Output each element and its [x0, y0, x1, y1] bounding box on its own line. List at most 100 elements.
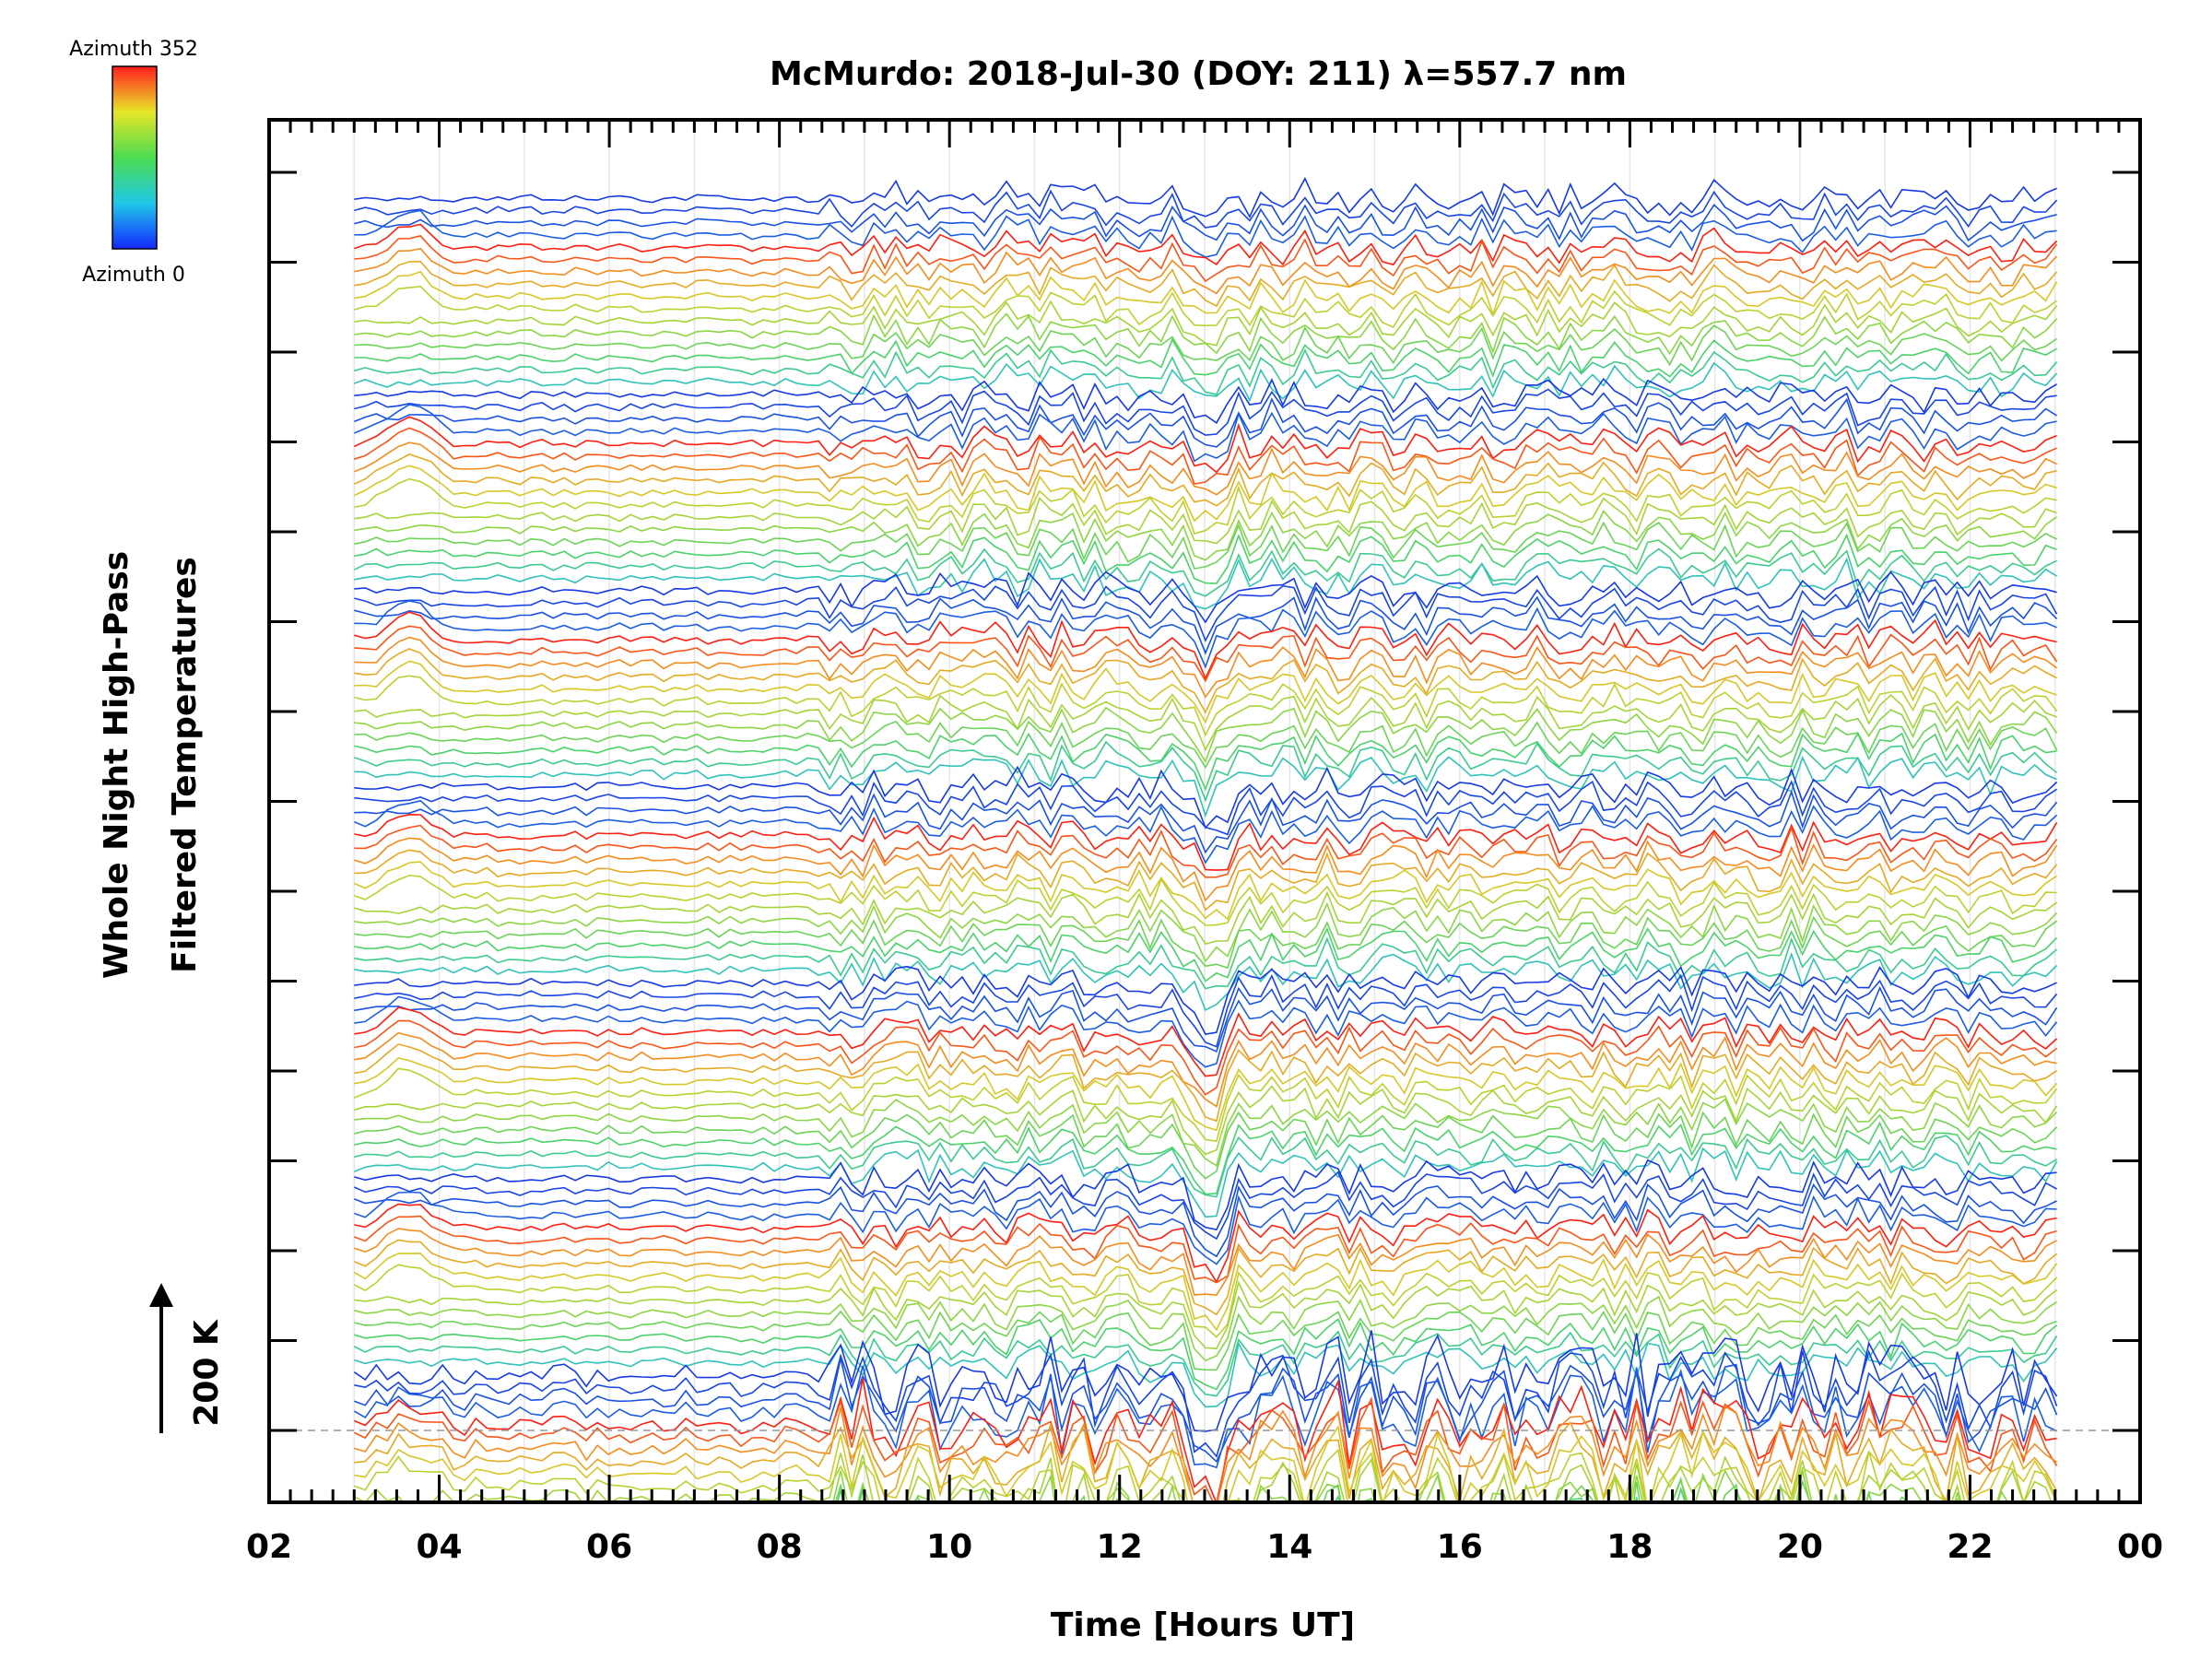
azimuth-trace	[354, 247, 2058, 295]
azimuth-trace	[354, 1228, 2057, 1297]
azimuth-trace	[353, 1378, 2057, 1502]
azimuth-trace	[353, 1171, 2057, 1241]
azimuth-trace	[354, 973, 2058, 1048]
scale-arrow-head	[149, 1283, 173, 1307]
azimuth-trace	[353, 416, 2057, 474]
azimuth-trace	[354, 1280, 2058, 1350]
y-axis-label-line2: Filtered Temperatures	[166, 557, 204, 973]
azimuth-trace	[354, 223, 2058, 266]
azimuth-trace	[354, 1310, 2057, 1371]
azimuth-trace	[354, 1203, 2057, 1284]
x-axis-label: Time [Hours UT]	[1051, 1606, 1355, 1644]
azimuth-trace	[354, 1448, 2058, 1502]
azimuth-trace	[354, 625, 2058, 683]
azimuth-trace	[354, 1135, 2058, 1198]
azimuth-trace	[354, 324, 2058, 367]
azimuth-trace	[354, 496, 2057, 545]
azimuth-trace	[354, 571, 2057, 624]
azimuth-trace	[354, 1318, 2058, 1391]
azimuth-trace	[353, 547, 2057, 597]
azimuth-trace	[354, 1031, 2057, 1108]
azimuth-trace	[354, 874, 2057, 926]
azimuth-trace	[354, 720, 2058, 770]
azimuth-trace	[354, 1295, 2058, 1362]
axis-ticks	[267, 120, 2142, 1502]
azimuth-trace	[354, 477, 2057, 535]
azimuth-trace	[354, 1159, 2057, 1231]
x-tick-label: 20	[1777, 1528, 1823, 1566]
azimuth-trace	[354, 915, 2058, 970]
x-tick-label: 10	[926, 1528, 972, 1566]
azimuth-trace	[354, 441, 2057, 496]
x-tick-label: 18	[1606, 1528, 1653, 1566]
azimuth-trace	[354, 1239, 2058, 1316]
azimuth-trace	[354, 636, 2058, 699]
azimuth-trace	[354, 1425, 2058, 1502]
azimuth-trace	[354, 361, 2058, 403]
x-tick-label: 12	[1097, 1528, 1143, 1566]
azimuth-trace	[354, 337, 2057, 379]
azimuth-trace	[353, 1253, 2058, 1332]
azimuth-trace	[353, 799, 2058, 865]
azimuth-trace	[353, 1330, 2058, 1432]
colorbar-top-label: Azimuth 352	[69, 38, 198, 61]
chart-title: McMurdo: 2018-Jul-30 (DOY: 211) λ=557.7 …	[770, 55, 1627, 93]
azimuth-trace	[354, 388, 2057, 436]
azimuth-trace	[354, 533, 2057, 584]
azimuth-trace	[354, 1191, 2057, 1265]
x-tick-label: 02	[246, 1528, 292, 1566]
azimuth-trace	[354, 204, 2057, 242]
azimuth-trace	[354, 377, 2058, 424]
azimuth-trace	[354, 648, 2057, 714]
azimuth-trace	[354, 1006, 2058, 1077]
azimuth-trace	[353, 861, 2058, 921]
azimuth-trace	[354, 1085, 2058, 1156]
azimuth-trace	[354, 1057, 2058, 1132]
x-tick-labels: 02 04 06 08 10 12 14 16 18 20 22 00	[246, 1528, 2163, 1566]
x-tick-label: 06	[586, 1528, 632, 1566]
azimuth-trace	[354, 1147, 2058, 1218]
x-tick-label: 22	[1947, 1528, 1993, 1566]
azimuth-trace	[354, 694, 2057, 752]
azimuth-trace	[353, 1396, 2058, 1502]
y-axis-label-line1: Whole Night High-Pass	[98, 551, 135, 979]
azimuth-trace	[354, 926, 2058, 982]
azimuth-trace	[354, 270, 2058, 317]
colorbar-gradient	[112, 65, 158, 250]
azimuth-trace	[354, 1019, 2058, 1096]
azimuth-trace	[354, 189, 2058, 229]
plot-frame	[267, 118, 2142, 1504]
azimuth-trace	[354, 611, 2057, 680]
azimuth-trace	[354, 1182, 2057, 1258]
azimuth-trace	[354, 995, 2058, 1068]
azimuth-trace	[354, 557, 2058, 610]
azimuth-trace	[354, 348, 2058, 395]
azimuth-trace	[353, 1453, 2053, 1502]
azimuth-trace	[354, 1421, 2058, 1502]
x-tick-label: 16	[1437, 1528, 1483, 1566]
scale-indicator: 200 K	[149, 1283, 226, 1433]
azimuth-trace	[353, 1264, 2058, 1338]
azimuth-trace	[354, 312, 2058, 356]
azimuth-trace	[354, 813, 2058, 871]
azimuth-trace	[354, 901, 2058, 963]
scale-label: 200 K	[188, 1319, 226, 1427]
azimuth-trace	[354, 1405, 2058, 1502]
azimuth-trace	[354, 740, 2058, 803]
azimuth-trace	[354, 965, 2057, 1035]
azimuth-trace	[354, 780, 2058, 836]
azimuth-trace	[354, 176, 2057, 218]
azimuth-trace	[354, 397, 2058, 448]
azimuth-trace	[354, 1358, 2058, 1464]
azimuth-trace	[354, 660, 2057, 724]
azimuth-trace	[354, 584, 2058, 642]
azimuth-trace	[353, 453, 2057, 507]
azimuth-trace	[353, 1330, 2058, 1397]
azimuth-trace	[354, 285, 2058, 329]
azimuth-trace	[354, 789, 2058, 854]
x-tick-label: 04	[416, 1528, 462, 1566]
azimuth-trace	[354, 1349, 2058, 1458]
azimuth-trace	[354, 600, 2057, 669]
data-traces	[353, 120, 2058, 1502]
